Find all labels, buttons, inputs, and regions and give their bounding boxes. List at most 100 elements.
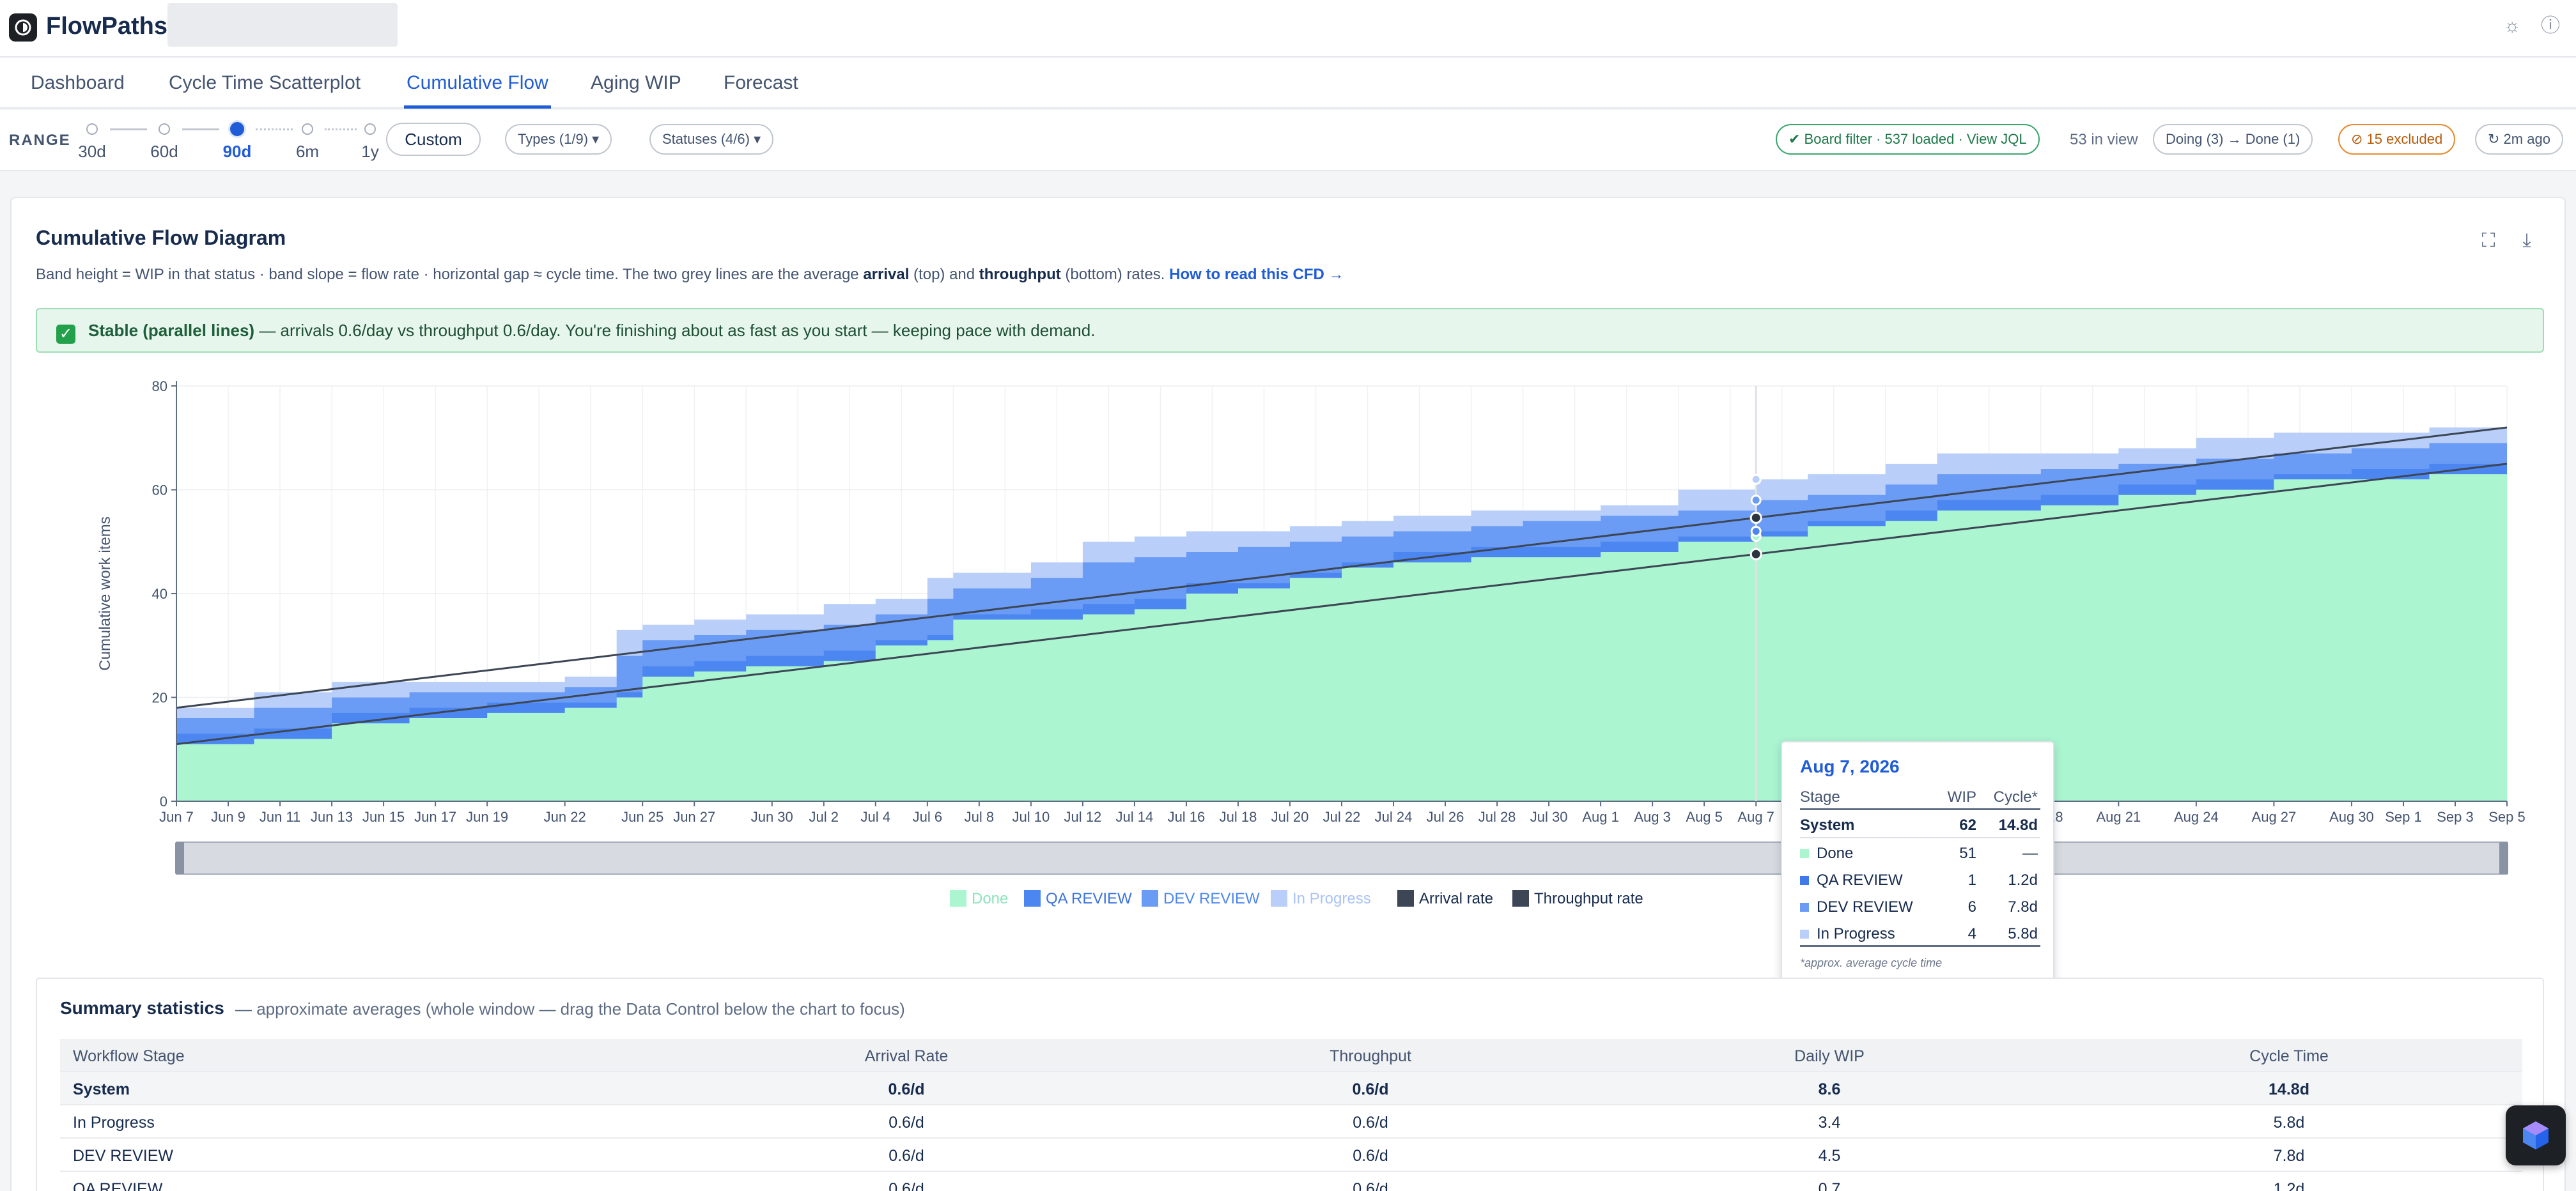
range-dot-1y[interactable] — [364, 123, 376, 135]
tooltip-header: Stage WIP Cycle* — [1800, 783, 2040, 810]
tooltip-row-qa-review: QA REVIEW 1 1.2d — [1800, 866, 2040, 893]
tab-cumulative-flow[interactable]: Cumulative Flow — [404, 58, 551, 109]
y-tick-label: 20 — [152, 690, 167, 706]
x-tick-label: Jul 26 — [1427, 809, 1464, 825]
tooltip-row-in-progress: In Progress 4 5.8d — [1800, 920, 2040, 947]
tooltip-date: Aug 7, 2026 — [1800, 757, 1900, 776]
logo-icon — [15, 19, 31, 36]
legend-item-done[interactable]: Done — [950, 888, 1008, 910]
card-description: Band height = WIP in that status · band … — [36, 266, 1344, 283]
x-tick-label: Sep 1 — [2385, 809, 2422, 825]
y-axis-label: Cumulative work items — [97, 516, 114, 670]
x-tick-label: Jun 9 — [211, 809, 245, 825]
stability-banner: ✓ Stable (parallel lines) — arrivals 0.6/… — [36, 308, 2544, 353]
x-tick-label: Jun 7 — [159, 809, 194, 825]
range-option-60d[interactable]: 60d — [150, 142, 178, 161]
legend-item-arrival-rate[interactable]: Arrival rate — [1397, 888, 1493, 910]
area-done — [176, 469, 2507, 801]
flow-range-button[interactable]: Doing (3) → Done (1) — [2153, 124, 2313, 155]
tab-dashboard[interactable]: Dashboard — [31, 72, 125, 93]
range-label: RANGE — [9, 132, 71, 149]
range-dot-90d[interactable] — [230, 122, 244, 136]
range-option-6m[interactable]: 6m — [295, 142, 320, 161]
x-tick-label: Aug 30 — [2329, 809, 2374, 825]
x-tick-label: Jun 11 — [260, 809, 300, 825]
chart-tooltip: Aug 7, 2026 Stage WIP Cycle* System 62 14.8d… — [1781, 741, 2054, 984]
help-chat-button[interactable] — [2506, 1105, 2566, 1165]
data-zoom-handle-left[interactable] — [175, 842, 184, 874]
legend-item-in-progress[interactable]: In Progress — [1271, 888, 1371, 910]
filter-bar: RANGE 30d 60d 90d 6m 1y Custom Types (1/… — [0, 110, 2576, 171]
statuses-filter-button[interactable]: Statuses (4/6) ▾ — [649, 124, 774, 155]
x-tick-label: Aug 21 — [2096, 809, 2141, 825]
refresh-button[interactable]: ↻ 2m ago — [2475, 124, 2563, 155]
in-view-count: 53 in view — [2070, 131, 2138, 148]
tooltip-row-done: Done 51— — [1800, 840, 2040, 866]
x-tick-label: Aug 1 — [1582, 809, 1619, 825]
range-dot-6m[interactable] — [302, 123, 313, 135]
x-tick-label: Jun 25 — [621, 809, 663, 825]
x-tick-label: Jun 27 — [673, 809, 715, 825]
x-tick-label: Jul 10 — [1013, 809, 1050, 825]
range-option-30d[interactable]: 30d — [78, 142, 106, 161]
x-tick-label: Aug 7 — [1737, 809, 1774, 825]
legend-item-throughput-rate[interactable]: Throughput rate — [1512, 888, 1643, 910]
x-tick-label: Jul 6 — [913, 809, 942, 825]
summary-subtitle: — approximate averages (whole window — d… — [235, 999, 905, 1018]
fullscreen-icon[interactable]: ⛶ — [2481, 230, 2495, 251]
x-tick-label: Sep 3 — [2437, 809, 2474, 825]
range-dot-30d[interactable] — [86, 123, 98, 135]
hover-marker — [1750, 495, 1762, 506]
tab-aging-wip[interactable]: Aging WIP — [591, 72, 681, 93]
header-search-field[interactable] — [167, 3, 398, 47]
x-tick-label: Jun 22 — [544, 809, 586, 825]
y-tick-label: 40 — [152, 586, 167, 602]
y-tick-label: 0 — [160, 794, 167, 810]
y-tick-label: 60 — [152, 482, 167, 498]
info-icon[interactable]: ⓘ — [2541, 15, 2560, 36]
x-tick-label: Jul 28 — [1478, 809, 1516, 825]
app-title: FlowPaths — [46, 13, 168, 40]
range-track — [256, 128, 293, 130]
hover-marker — [1750, 511, 1762, 524]
range-track — [182, 128, 219, 130]
table-header-row: Workflow Stage Arrival Rate Throughput D… — [60, 1039, 2522, 1072]
data-zoom-handle-right[interactable] — [2499, 842, 2508, 874]
x-tick-label: Jul 8 — [965, 809, 994, 825]
how-to-read-link[interactable]: How to read this CFD → — [1169, 266, 1344, 283]
dev-review-swatch — [1800, 903, 1809, 912]
legend-item-dev-review[interactable]: DEV REVIEW — [1142, 888, 1260, 910]
x-tick-label: Jul 14 — [1116, 809, 1154, 825]
summary-table: Workflow Stage Arrival Rate Throughput D… — [60, 1039, 2522, 1191]
legend-item-qa-review[interactable]: QA REVIEW — [1024, 888, 1132, 910]
types-filter-button[interactable]: Types (1/9) ▾ — [505, 124, 612, 155]
summary-title: Summary statistics — [60, 998, 224, 1018]
x-tick-label: Jul 18 — [1220, 809, 1257, 825]
tab-forecast[interactable]: Forecast — [724, 72, 798, 93]
excluded-badge[interactable]: ⊘ 15 excluded — [2338, 124, 2456, 155]
x-tick-label: Aug 27 — [2252, 809, 2297, 825]
range-track — [325, 128, 357, 130]
y-tick-label: 80 — [152, 378, 167, 394]
board-filter-badge[interactable]: ✔ Board filter · 537 loaded · View JQL — [1776, 124, 2040, 155]
range-dot-60d[interactable] — [159, 123, 170, 135]
data-zoom-track[interactable] — [176, 841, 2508, 875]
chart-legend: Done QA REVIEW DEV REVIEW In Progress Ar… — [950, 888, 1679, 910]
app-logo[interactable] — [9, 13, 37, 42]
custom-range-button[interactable]: Custom — [386, 123, 481, 156]
range-option-90d[interactable]: 90d — [222, 142, 252, 161]
tab-cycle-time-scatterplot[interactable]: Cycle Time Scatterplot — [169, 72, 361, 93]
tooltip-row-dev-review: DEV REVIEW 6 7.8d — [1800, 893, 2040, 920]
nav-tabs: Dashboard Cycle Time Scatterplot Cumulat… — [0, 58, 2576, 109]
download-icon[interactable]: ⤓ — [2522, 230, 2531, 251]
settings-icon[interactable]: ☼ — [2503, 15, 2521, 36]
range-track — [110, 128, 147, 130]
done-swatch — [1800, 849, 1809, 858]
x-tick-label: Jul 16 — [1168, 809, 1206, 825]
app-header: FlowPaths ☼ ⓘ — [0, 0, 2576, 58]
card-title: Cumulative Flow Diagram — [36, 226, 286, 249]
range-option-1y[interactable]: 1y — [361, 142, 379, 161]
x-tick-label: Jul 2 — [809, 809, 839, 825]
cfd-chart[interactable]: 0 20 40 60 80 Jun 7 Jun 9 Jun 11 Jun 13 Jun 15 Jun… — [12, 198, 2567, 901]
hover-marker — [1750, 473, 1762, 485]
